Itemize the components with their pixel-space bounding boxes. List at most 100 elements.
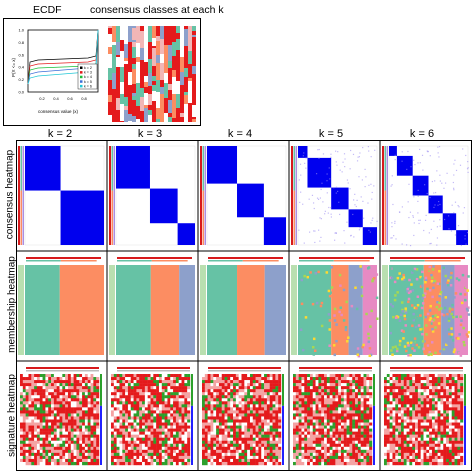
signature-cell	[218, 377, 222, 381]
consensus-speckle	[358, 229, 361, 231]
signature-cell	[460, 416, 464, 420]
signature-cell	[175, 395, 179, 399]
signature-cell	[420, 440, 424, 444]
signature-cell	[261, 434, 265, 438]
signature-cell	[369, 383, 373, 387]
signature-cell	[144, 392, 148, 396]
signature-cell	[417, 398, 421, 402]
signature-cell	[357, 428, 361, 432]
membership-noise	[311, 302, 315, 306]
signature-cell	[244, 461, 248, 466]
signature-cell	[59, 374, 63, 378]
membership-noise	[320, 301, 324, 305]
signature-cell	[178, 377, 182, 381]
signature-cell	[210, 422, 214, 426]
signature-cell	[384, 413, 388, 417]
signature-cell	[235, 461, 239, 466]
signature-cell	[158, 419, 162, 423]
signature-cell	[457, 425, 461, 429]
signature-cell	[45, 416, 49, 420]
signature-cell	[301, 455, 305, 460]
signature-cell	[406, 386, 410, 390]
signature-cell	[173, 425, 177, 429]
signature-cell	[122, 434, 126, 438]
signature-cell	[238, 422, 242, 426]
consensus-speckle	[436, 237, 439, 239]
signature-cell	[167, 458, 171, 463]
signature-cell	[42, 404, 46, 408]
signature-cell	[113, 455, 117, 460]
signature-cell	[400, 395, 404, 399]
signature-cell	[355, 410, 359, 414]
signature-cell	[423, 431, 427, 435]
signature-cell	[36, 428, 40, 432]
signature-cell	[218, 383, 222, 387]
signature-cell	[247, 386, 251, 390]
signature-cell	[255, 383, 259, 387]
signature-cell	[249, 443, 253, 447]
signature-cell	[440, 413, 444, 417]
signature-cell	[28, 425, 32, 429]
signature-cell	[451, 437, 455, 441]
signature-cell	[249, 434, 253, 438]
signature-cell	[153, 461, 157, 466]
signature-cell	[252, 416, 256, 420]
signature-cell	[173, 413, 177, 417]
signature-cell	[360, 455, 364, 460]
signature-cell	[122, 446, 126, 451]
signature-cell	[158, 437, 162, 441]
signature-cell	[386, 422, 390, 426]
signature-cell	[73, 422, 77, 426]
signature-cell	[269, 386, 273, 390]
signature-cell	[84, 458, 88, 463]
membership-noise	[414, 325, 418, 329]
signature-cell	[241, 452, 245, 457]
signature-cell	[139, 428, 143, 432]
signature-cell	[389, 443, 393, 447]
signature-cell	[357, 443, 361, 447]
signature-cell	[238, 416, 242, 420]
signature-cell	[79, 377, 83, 381]
annot-bar	[382, 146, 384, 245]
signature-cell	[392, 380, 396, 384]
signature-cell	[161, 383, 165, 387]
signature-cell	[326, 431, 330, 435]
signature-cell	[213, 392, 217, 396]
signature-cell	[130, 407, 134, 411]
signature-cell	[398, 428, 402, 432]
signature-cell	[343, 392, 347, 396]
signature-cell	[261, 413, 265, 417]
signature-cell	[202, 455, 206, 460]
signature-cell	[42, 437, 46, 441]
class-cell	[176, 26, 180, 28]
class-cell	[172, 77, 176, 94]
signature-cell	[343, 386, 347, 390]
signature-cell	[233, 458, 237, 463]
signature-cell	[406, 425, 410, 429]
signature-cell	[56, 377, 60, 381]
signature-cell	[158, 401, 162, 405]
signature-cell	[227, 419, 231, 423]
signature-cell	[272, 386, 276, 390]
signature-cell	[321, 440, 325, 444]
signature-cell	[153, 407, 157, 411]
signature-cell	[386, 392, 390, 396]
signature-cell	[357, 446, 361, 451]
signature-cell	[122, 386, 126, 390]
signature-cell	[392, 392, 396, 396]
consensus-speckle	[391, 175, 393, 177]
class-cell	[128, 61, 132, 72]
signature-cell	[249, 461, 253, 466]
signature-cell	[170, 425, 174, 429]
signature-cell	[150, 377, 154, 381]
class-cell	[192, 31, 196, 35]
signature-cell	[216, 422, 220, 426]
signature-cell	[153, 380, 157, 384]
signature-cell	[360, 449, 364, 454]
signature-cell	[269, 458, 273, 463]
signature-cell	[389, 401, 393, 405]
signature-cell	[136, 419, 140, 423]
signature-cell	[340, 398, 344, 402]
signature-cell	[451, 392, 455, 396]
signature-cell	[420, 395, 424, 399]
